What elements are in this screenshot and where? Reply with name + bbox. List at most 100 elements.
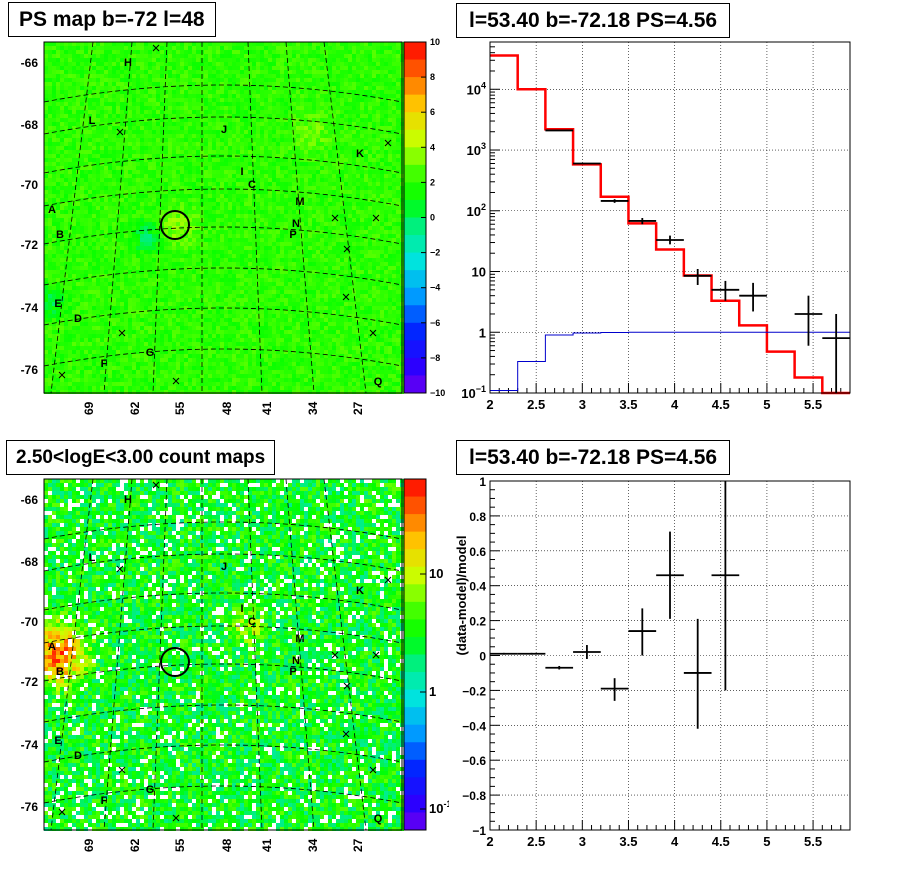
map-pixel [76,174,80,178]
map-pixel [80,254,84,258]
map-pixel [224,254,228,258]
map-pixel [44,210,48,214]
map-pixel [140,254,144,258]
map-pixel [288,50,292,54]
map-pixel [368,122,372,126]
map-pixel [284,218,288,222]
map-pixel [192,222,196,226]
map-pixel [136,206,140,210]
map-pixel [304,210,308,214]
map-pixel [96,98,100,102]
map-pixel [140,194,144,198]
map-pixel [116,206,120,210]
map-pixel [168,66,172,70]
map-pixel [356,54,360,58]
map-pixel [152,202,156,206]
map-pixel [128,62,132,66]
map-pixel [112,202,116,206]
map-pixel [60,218,64,222]
map-pixel [216,170,220,174]
map-pixel [384,122,388,126]
map-pixel [124,158,128,162]
map-pixel [64,226,68,230]
map-pixel [324,258,328,262]
map-pixel [60,94,64,98]
map-pixel [68,214,72,218]
map-pixel [252,238,256,242]
map-pixel [240,178,244,182]
map-pixel [144,98,148,102]
map-pixel [288,230,292,234]
map-pixel [276,78,280,82]
map-pixel [296,110,300,114]
map-pixel [204,194,208,198]
map-pixel [300,98,304,102]
map-pixel [228,114,232,118]
map-pixel [328,142,332,146]
map-pixel [184,82,188,86]
map-pixel [320,82,324,86]
map-pixel [200,94,204,98]
map-pixel [340,234,344,238]
map-pixel [288,238,292,242]
map-pixel [88,94,92,98]
map-pixel [176,98,180,102]
map-pixel [360,154,364,158]
map-pixel [324,178,328,182]
map-pixel [192,70,196,74]
map-pixel [268,54,272,58]
map-pixel [64,210,68,214]
map-pixel [352,158,356,162]
map-pixel [300,198,304,202]
map-pixel [144,58,148,62]
map-pixel [84,82,88,86]
map-pixel [116,62,120,66]
map-pixel [200,118,204,122]
map-pixel [120,238,124,242]
map-pixel [148,106,152,110]
map-pixel [332,230,336,234]
map-pixel [180,170,184,174]
map-pixel [72,58,76,62]
map-pixel [316,218,320,222]
map-pixel [160,166,164,170]
map-pixel [192,210,196,214]
map-pixel [100,158,104,162]
map-pixel [228,174,232,178]
map-pixel [84,62,88,66]
map-pixel [232,74,236,78]
map-pixel [268,142,272,146]
map-pixel [140,102,144,106]
map-pixel [296,74,300,78]
map-pixel [104,222,108,226]
map-pixel [120,230,124,234]
map-pixel [332,146,336,150]
map-pixel [364,102,368,106]
map-pixel [280,94,284,98]
map-pixel [80,106,84,110]
map-pixel [232,254,236,258]
map-pixel [140,110,144,114]
map-pixel [144,166,148,170]
map-pixel [220,58,224,62]
map-pixel [48,70,52,74]
map-pixel [188,94,192,98]
map-pixel [336,134,340,138]
map-pixel [244,246,248,250]
map-pixel [300,50,304,54]
map-pixel [352,186,356,190]
map-pixel [108,114,112,118]
map-pixel [196,166,200,170]
map-pixel [116,186,120,190]
map-pixel [292,258,296,262]
map-pixel [164,170,168,174]
map-pixel [272,70,276,74]
map-pixel [224,74,228,78]
map-pixel [392,202,396,206]
map-pixel [232,130,236,134]
map-pixel [60,238,64,242]
map-pixel [200,46,204,50]
map-pixel [324,202,328,206]
map-pixel [212,162,216,166]
map-pixel [140,230,144,234]
